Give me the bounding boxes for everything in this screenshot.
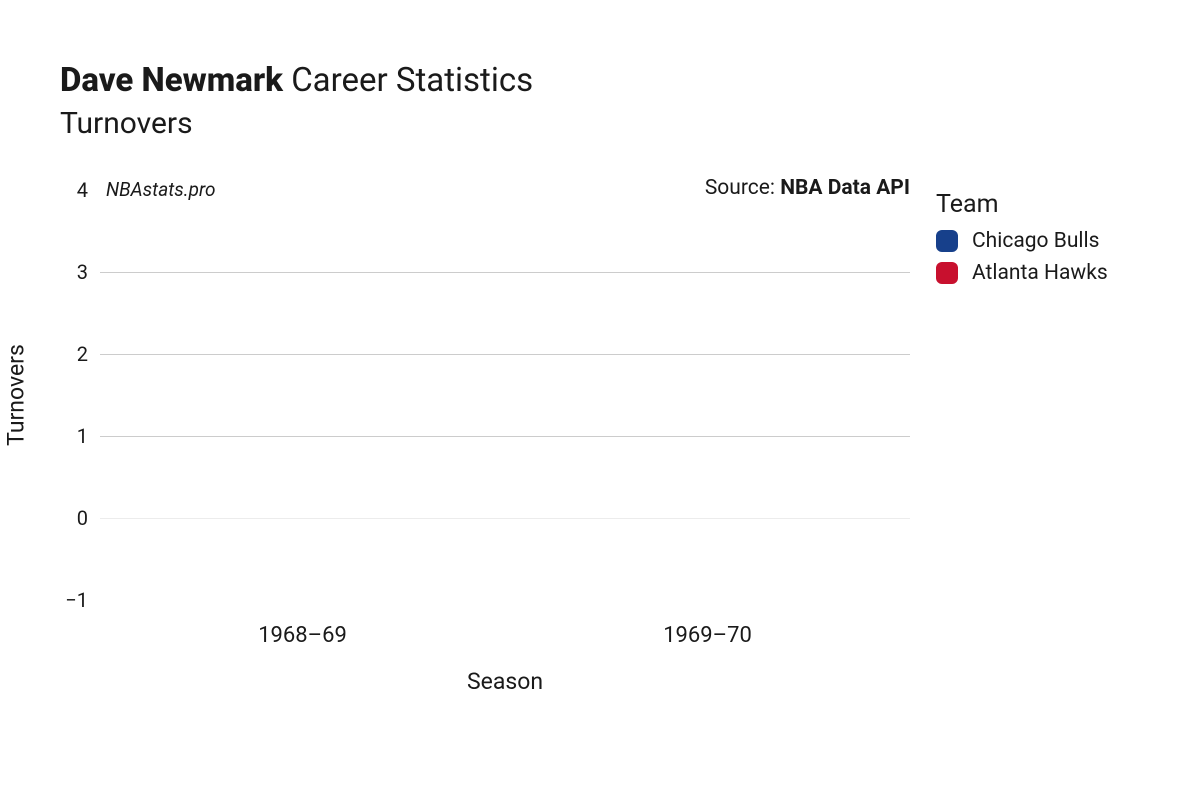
title-suffix: Career Statistics: [291, 61, 533, 100]
player-name: Dave Newmark: [60, 61, 283, 100]
y-tick-label: 4: [28, 178, 88, 202]
y-tick-label: 0: [28, 506, 88, 530]
y-tick-label: −1: [28, 588, 88, 612]
watermark-text: NBAstats.pro: [106, 178, 216, 201]
legend-item: Atlanta Hawks: [936, 261, 1108, 285]
x-axis-title: Season: [467, 668, 543, 695]
legend-label: Chicago Bulls: [972, 229, 1099, 253]
gridline: [100, 436, 910, 437]
chart-subtitle: Turnovers: [60, 106, 533, 141]
chart-title-line1: Dave Newmark Career Statistics: [60, 62, 533, 100]
x-tick-label: 1969–70: [663, 623, 752, 648]
y-axis-title: Turnovers: [3, 344, 30, 446]
y-tick-label: 2: [28, 342, 88, 366]
title-block: Dave Newmark Career Statistics Turnovers: [60, 62, 533, 141]
source-name: NBA Data API: [780, 176, 910, 200]
y-tick-label: 3: [28, 260, 88, 284]
gridline: [100, 518, 910, 519]
legend-item: Chicago Bulls: [936, 229, 1108, 253]
legend-swatch: [936, 230, 958, 252]
chart-container: Dave Newmark Career Statistics Turnovers…: [0, 0, 1200, 800]
x-tick-label: 1968–69: [258, 623, 347, 648]
legend-swatch: [936, 262, 958, 284]
gridline: [100, 272, 910, 273]
gridline: [100, 354, 910, 355]
legend: Team Chicago Bulls Atlanta Hawks: [936, 190, 1108, 293]
legend-title: Team: [936, 190, 1108, 219]
legend-label: Atlanta Hawks: [972, 261, 1108, 285]
plot-area: NBAstats.pro Source: NBA Data API −10123…: [100, 190, 910, 600]
y-tick-label: 1: [28, 424, 88, 448]
source-label: Source: NBA Data API: [705, 176, 910, 200]
source-prefix: Source:: [705, 176, 780, 200]
